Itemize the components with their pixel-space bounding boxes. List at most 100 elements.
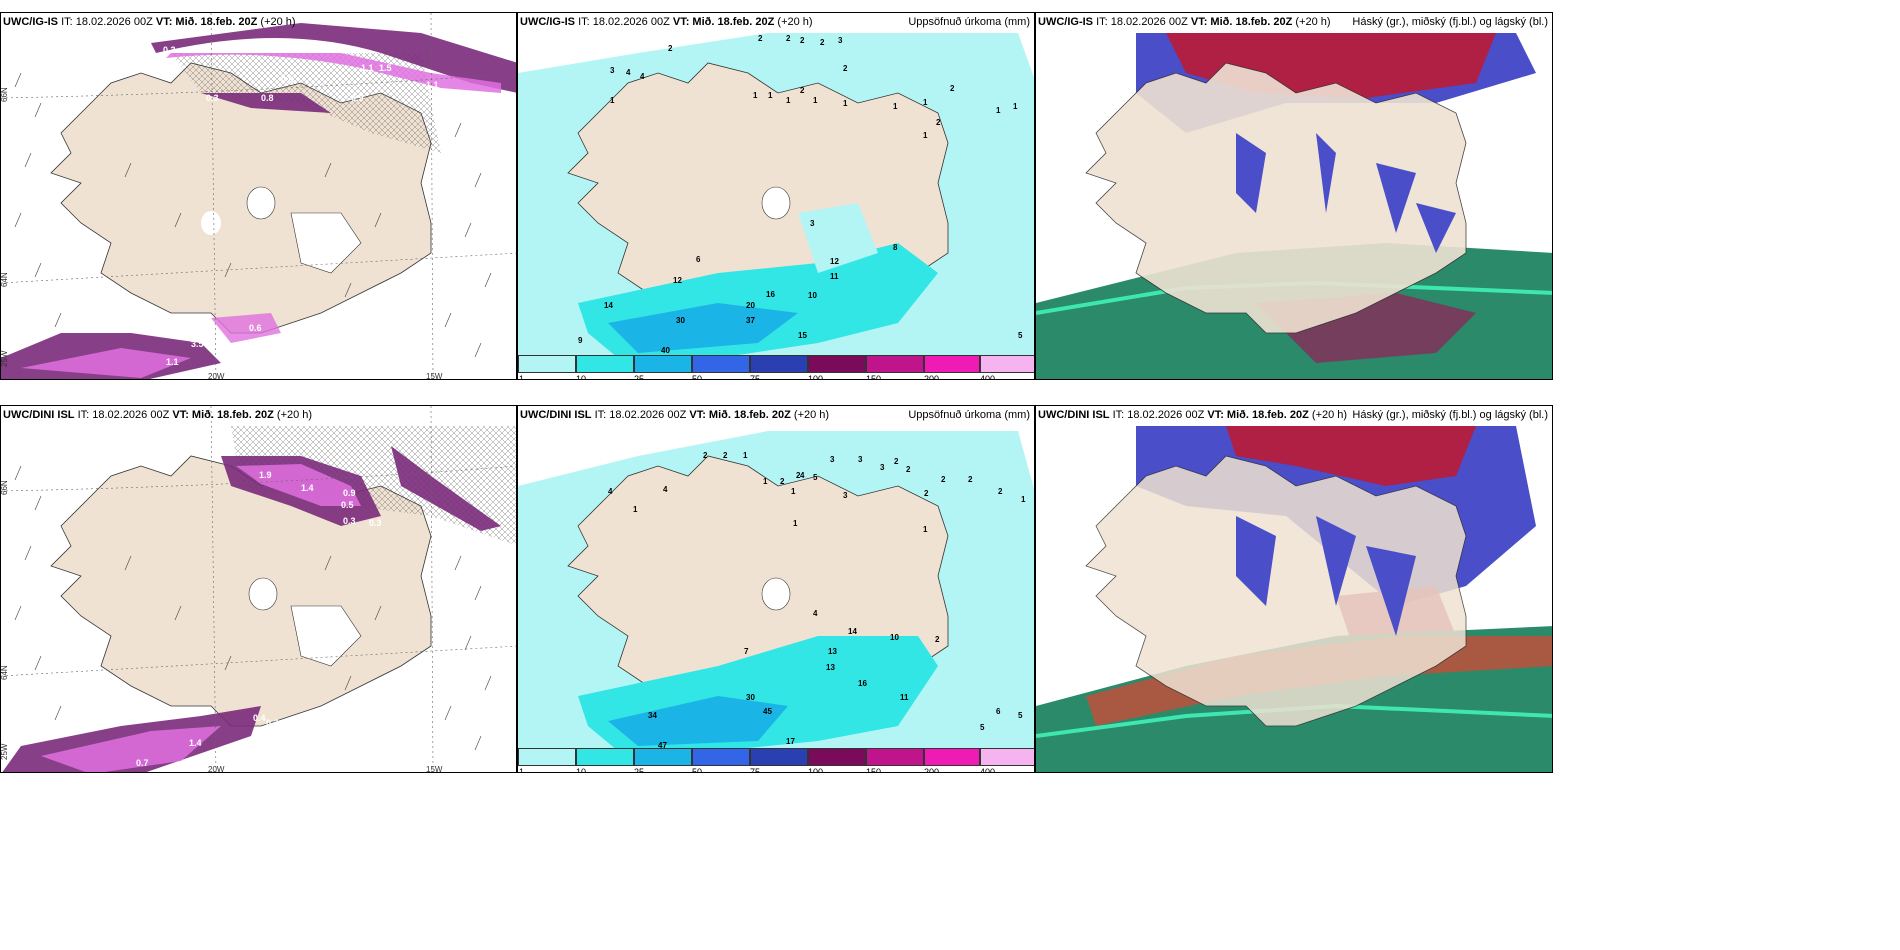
svg-text:3: 3 (858, 455, 863, 464)
svg-text:0.7: 0.7 (136, 758, 149, 768)
svg-text:2: 2 (723, 451, 728, 460)
lon-label-15: 15W (426, 765, 443, 773)
svg-text:2: 2 (796, 471, 801, 480)
svg-text:11: 11 (830, 272, 839, 281)
svg-text:47: 47 (658, 741, 667, 750)
lon-label-25: 25W (1, 350, 9, 367)
svg-text:1: 1 (813, 96, 818, 105)
svg-text:1: 1 (1021, 495, 1026, 504)
colorbar: 1 10 25 50 75 100 150 200 400 (518, 355, 1034, 379)
svg-text:40: 40 (661, 346, 670, 355)
panel-wind-precip-ig: 66N 64N 25W 20W 15W 0.3 0.3 1.1 1.5 1.1 … (0, 12, 517, 380)
map-clouds-dini (1036, 406, 1552, 772)
svg-text:1.5: 1.5 (379, 63, 392, 73)
precip-labels-dini: 2 2 1 4 4 1 1 2 2 3 3 3 4 5 3 2 2 2 2 2 … (608, 451, 1026, 750)
svg-text:2: 2 (820, 38, 825, 47)
panel-header: UWC/IG-IS IT: 18.02.2026 00Z VT: Mið. 18… (3, 16, 296, 28)
svg-text:12: 12 (673, 276, 682, 285)
svg-text:16: 16 (858, 679, 867, 688)
svg-text:4: 4 (608, 487, 613, 496)
map-clouds-ig (1036, 13, 1552, 379)
svg-text:5: 5 (1018, 711, 1023, 720)
lon-label-20: 20W (208, 372, 225, 380)
svg-text:1.5: 1.5 (261, 753, 274, 763)
svg-text:34: 34 (648, 711, 657, 720)
svg-text:2: 2 (800, 86, 805, 95)
svg-text:2: 2 (968, 475, 973, 484)
svg-text:16: 16 (766, 290, 775, 299)
svg-text:12: 12 (830, 257, 839, 266)
svg-text:0.8: 0.8 (261, 93, 274, 103)
svg-text:1: 1 (1013, 102, 1018, 111)
map-wind-precip-dini: 66N 64N 25W 20W 15W 1.9 1.4 0.9 0.5 0.3 … (1, 406, 516, 773)
panel-accum-precip-ig: 2 2 2 2 2 3 3 4 4 1 1 1 1 1 2 2 2 1 1 1 … (517, 12, 1035, 380)
svg-text:1: 1 (996, 106, 1001, 115)
panel-subtitle: Háský (gr.), miðský (fj.bl.) og lágský (… (1352, 16, 1548, 28)
panel-subtitle: Uppsöfnuð úrkoma (mm) (908, 16, 1030, 28)
svg-text:37: 37 (746, 316, 755, 325)
svg-text:13: 13 (828, 647, 837, 656)
iceland-landmass (1085, 62, 1467, 334)
svg-text:3: 3 (838, 36, 843, 45)
svg-text:5: 5 (1018, 331, 1023, 340)
svg-text:0.3: 0.3 (369, 518, 382, 528)
svg-text:14: 14 (848, 627, 857, 636)
panel-header: UWC/DINI ISL IT: 18.02.2026 00Z VT: Mið.… (520, 409, 830, 421)
svg-text:1: 1 (893, 102, 898, 111)
svg-text:2: 2 (998, 487, 1003, 496)
svg-text:3: 3 (610, 66, 615, 75)
svg-text:1.4: 1.4 (189, 738, 202, 748)
lat-label-64: 64N (1, 665, 9, 680)
svg-text:0.9: 0.9 (351, 93, 364, 103)
panel-wind-precip-dini: 66N 64N 25W 20W 15W 1.9 1.4 0.9 0.5 0.3 … (0, 405, 517, 773)
svg-text:1.1: 1.1 (166, 357, 179, 367)
svg-text:1: 1 (793, 519, 798, 528)
svg-text:1.1: 1.1 (361, 63, 374, 73)
svg-text:5: 5 (980, 723, 985, 732)
svg-text:0.1: 0.1 (256, 365, 269, 375)
map-accum-precip-dini: 2 2 1 4 4 1 1 2 2 3 3 3 4 5 3 2 2 2 2 2 … (518, 406, 1034, 752)
svg-text:0.3: 0.3 (343, 516, 356, 526)
svg-text:6: 6 (996, 707, 1001, 716)
svg-text:20: 20 (746, 301, 755, 310)
svg-text:10: 10 (808, 291, 817, 300)
svg-text:2: 2 (906, 465, 911, 474)
panel-header: UWC/DINI ISL IT: 18.02.2026 00Z VT: Mið.… (1038, 409, 1348, 421)
precip-values-ig: 0.3 0.3 1.1 1.5 1.1 0.9 0.8 0.5 0.3 1.1 … (163, 40, 439, 375)
svg-text:2: 2 (924, 489, 929, 498)
svg-text:1: 1 (633, 505, 638, 514)
precip-labels-ig: 2 2 2 2 2 3 3 4 4 1 1 1 1 1 2 2 2 1 1 1 … (578, 34, 1023, 355)
svg-text:2: 2 (800, 36, 805, 45)
svg-text:11: 11 (900, 693, 909, 702)
svg-text:0.5: 0.5 (281, 75, 294, 85)
svg-text:2: 2 (950, 84, 955, 93)
svg-text:2: 2 (843, 64, 848, 73)
svg-text:1: 1 (743, 451, 748, 460)
svg-text:3: 3 (843, 491, 848, 500)
svg-text:2: 2 (936, 118, 941, 127)
svg-text:2: 2 (780, 477, 785, 486)
panel-header: UWC/IG-IS IT: 18.02.2026 00Z VT: Mið. 18… (1038, 16, 1331, 28)
lat-label-66: 66N (1, 87, 9, 102)
svg-text:2: 2 (703, 451, 708, 460)
svg-text:10: 10 (890, 633, 899, 642)
lat-label-64: 64N (1, 272, 9, 287)
svg-text:0.4: 0.4 (253, 713, 266, 723)
svg-text:0.6: 0.6 (249, 323, 262, 333)
svg-text:4: 4 (800, 471, 805, 480)
panel-header: UWC/IG-IS IT: 18.02.2026 00Z VT: Mið. 18… (520, 16, 813, 28)
svg-text:2: 2 (758, 34, 763, 43)
svg-text:0.9: 0.9 (343, 488, 356, 498)
svg-text:3: 3 (830, 455, 835, 464)
iceland-landmass (1085, 455, 1467, 727)
svg-text:3: 3 (880, 463, 885, 472)
svg-text:1: 1 (786, 96, 791, 105)
wind-barbs (14, 465, 492, 751)
svg-text:0.3: 0.3 (266, 718, 279, 728)
svg-text:0.5: 0.5 (341, 500, 354, 510)
svg-text:1.4: 1.4 (301, 483, 314, 493)
svg-text:30: 30 (676, 316, 685, 325)
svg-text:1: 1 (791, 487, 796, 496)
svg-text:3.5: 3.5 (191, 339, 204, 349)
colorbar: 1 10 25 50 75 100 150 200 400 (518, 748, 1034, 772)
